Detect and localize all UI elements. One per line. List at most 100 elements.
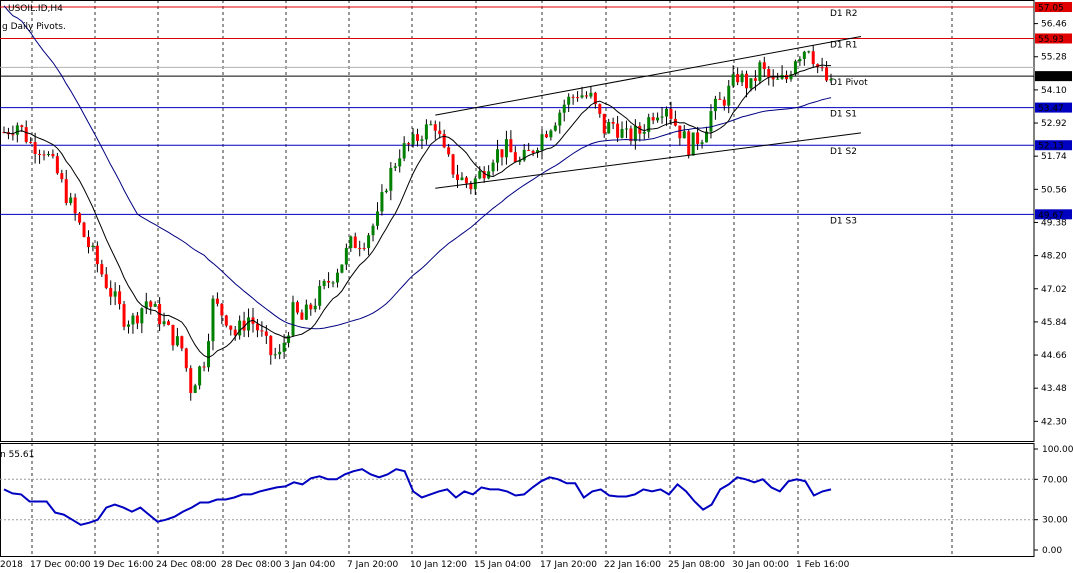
candle-body [358, 247, 362, 249]
candle-body [295, 302, 299, 313]
trendline [435, 132, 862, 189]
candle-body [620, 129, 624, 138]
candle-body [247, 317, 251, 331]
indicator-label: g Daily Pivots. [2, 22, 66, 32]
candle-body [616, 123, 620, 138]
candle-body [109, 287, 113, 297]
candle-body [260, 330, 264, 332]
price-tag [1035, 33, 1072, 44]
candle-body [175, 336, 179, 346]
candle-body [73, 197, 77, 214]
rsi-y-tick-label: 100.00 [1042, 445, 1073, 455]
y-tick-label: 48.20 [1041, 252, 1067, 262]
candle-body [362, 247, 366, 249]
candle-body [29, 141, 33, 143]
x-tick-label: 30 Jan 00:00 [732, 560, 789, 570]
ma-slow-line [3, 5, 832, 330]
x-tick-label: 24 Dec 08:00 [156, 560, 217, 570]
candle-body [553, 125, 557, 131]
y-tick-label: 50.56 [1041, 185, 1067, 195]
rsi-y-tick-label: 30.00 [1042, 516, 1068, 526]
candle-body [353, 236, 357, 248]
candle-body [91, 245, 95, 248]
candle-body [820, 67, 824, 69]
candle-body [211, 298, 215, 342]
candle-body [451, 154, 455, 175]
candle-body [811, 51, 815, 65]
candle-body [384, 190, 388, 193]
candle-body [696, 132, 700, 144]
candle-body [464, 177, 468, 184]
candle-body [633, 125, 637, 142]
candle-body [167, 321, 171, 325]
candle-body [349, 236, 353, 249]
candle-body [513, 152, 517, 162]
candle-body [411, 134, 415, 145]
candle-body [78, 213, 82, 223]
candle-body [60, 173, 64, 180]
candle-body [131, 315, 135, 325]
price-tag [1035, 71, 1072, 82]
candle-body [705, 131, 709, 143]
candle-body [233, 329, 237, 336]
candle-body [309, 304, 313, 310]
rsi-y-tick-label: 0.00 [1042, 546, 1062, 556]
candle-body [660, 116, 664, 118]
candle-body [758, 62, 762, 81]
candle-body [651, 117, 655, 121]
candle-body [424, 124, 428, 140]
candle-body [469, 183, 473, 190]
candle-body [536, 150, 540, 153]
candle-body [567, 96, 571, 105]
candle-body [745, 73, 749, 89]
candle-body [184, 348, 188, 369]
candle-body [602, 113, 606, 134]
candle-body [340, 264, 344, 273]
pivot-label: D1 S3 [830, 216, 857, 226]
candle-body [402, 143, 406, 159]
candle-body [207, 341, 211, 368]
candle-body [398, 158, 402, 167]
candle-body [238, 320, 242, 336]
candle-body [482, 170, 486, 179]
candle-body [713, 98, 717, 112]
y-tick-label: 51.74 [1041, 152, 1067, 162]
candle-body [149, 301, 153, 307]
candle-body [558, 112, 562, 126]
candle-body [722, 99, 726, 106]
rsi-frame [0, 443, 1035, 557]
candle-body [460, 177, 464, 180]
candle-body [496, 149, 500, 163]
candle-body [700, 142, 704, 144]
candle-body [100, 264, 104, 275]
candle-body [375, 211, 379, 226]
candle-body [771, 77, 775, 80]
candle-body [527, 149, 531, 151]
pivot-label: D1 Pivot [830, 78, 868, 88]
x-tick-label: 2018 [0, 560, 23, 570]
candle-body [162, 321, 166, 325]
x-tick-label: 15 Jan 04:00 [474, 560, 531, 570]
candle-body [318, 285, 322, 306]
candle-body [549, 130, 553, 138]
candle-body [278, 351, 282, 355]
candle-body [193, 385, 197, 393]
candle-body [287, 335, 291, 343]
y-tick-label: 43.48 [1041, 384, 1067, 394]
candle-body [371, 225, 375, 236]
candle-body [624, 128, 628, 130]
candle-body [420, 139, 424, 141]
y-tick-label: 42.30 [1041, 417, 1067, 427]
candle-body [433, 124, 437, 131]
candle-body [816, 64, 820, 68]
candle-body [571, 96, 575, 98]
candle-body [678, 125, 682, 139]
candle-body [215, 298, 219, 304]
candle-body [242, 320, 246, 331]
candle-body [140, 308, 144, 324]
ma-fast-line [3, 64, 831, 359]
rsi-label: n 55.61 [0, 450, 34, 460]
candle-body [580, 95, 584, 98]
candle-body [793, 61, 797, 75]
candle-body [807, 51, 811, 53]
